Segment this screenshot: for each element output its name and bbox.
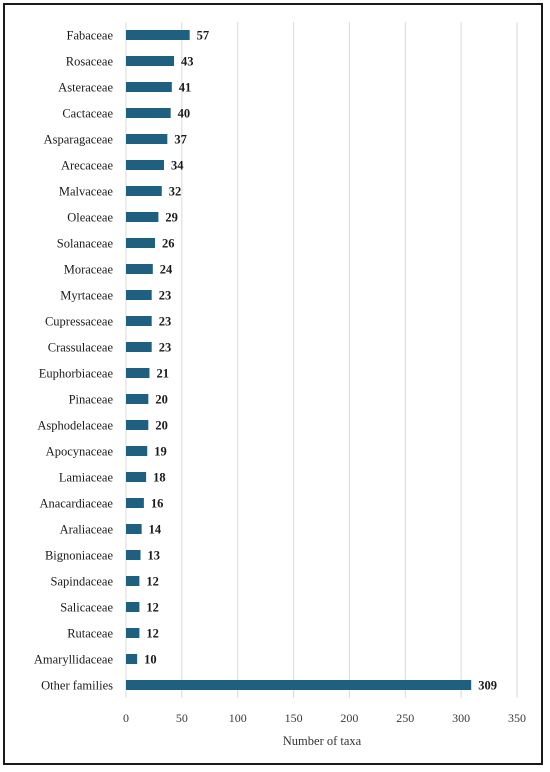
category-label: Amaryllidaceae	[34, 653, 114, 667]
value-label: 309	[478, 679, 497, 693]
x-tick-label: 350	[508, 711, 526, 725]
gridlines	[125, 22, 518, 698]
x-tick-label: 150	[285, 711, 303, 725]
category-label: Bignoniaceae	[45, 549, 113, 563]
value-label: 14	[149, 523, 162, 537]
value-label: 23	[159, 289, 172, 303]
bar	[126, 264, 153, 274]
bar	[126, 82, 172, 92]
value-label: 43	[181, 55, 194, 69]
category-label: Asparagaceae	[44, 133, 114, 147]
value-label: 19	[154, 445, 167, 459]
category-labels: Fabaceae Rosaceae Asteraceae Cactaceae Aspar…	[34, 29, 114, 693]
bar	[126, 290, 152, 300]
category-label: Apocynaceae	[46, 445, 114, 459]
bar	[126, 30, 190, 40]
value-label: 10	[144, 653, 157, 667]
bar	[126, 550, 141, 560]
value-label: 41	[179, 81, 192, 95]
category-label: Sapindaceae	[51, 575, 114, 589]
category-label: Myrtaceae	[60, 289, 113, 303]
bar	[126, 524, 142, 534]
value-label: 37	[174, 133, 187, 147]
category-label: Cupressaceae	[45, 315, 113, 329]
value-label: 13	[148, 549, 161, 563]
bar	[126, 628, 140, 638]
category-label: Other families	[41, 679, 113, 693]
value-label: 12	[146, 627, 159, 641]
category-label: Pinaceae	[69, 393, 114, 407]
chart-frame	[3, 3, 543, 765]
value-label: 24	[160, 263, 173, 277]
bar	[126, 316, 152, 326]
category-label: Cactaceae	[62, 107, 113, 121]
bar	[126, 342, 152, 352]
value-label: 23	[159, 315, 172, 329]
x-tick-labels: 0 50 100 150 200 250 300 350	[123, 711, 526, 725]
category-label: Anacardiaceae	[39, 497, 113, 511]
category-label: Rosaceae	[66, 55, 114, 69]
category-label: Malvaceae	[59, 185, 114, 199]
value-label: 34	[171, 159, 184, 173]
x-tick-label: 300	[452, 711, 470, 725]
bar	[126, 394, 149, 404]
category-label: Araliaceae	[60, 523, 114, 537]
bar	[126, 446, 148, 456]
category-label: Solanaceae	[57, 237, 114, 251]
value-label: 29	[165, 211, 178, 225]
category-label: Asphodelaceae	[37, 419, 113, 433]
bar	[126, 654, 138, 664]
bar	[126, 56, 175, 66]
x-tick-label: 0	[123, 711, 129, 725]
x-axis-title: Number of taxa	[283, 734, 362, 748]
bar	[126, 160, 164, 170]
bar	[126, 602, 140, 612]
x-tick-label: 50	[176, 711, 188, 725]
value-label: 21	[156, 367, 169, 381]
value-label: 18	[153, 471, 166, 485]
category-label: Fabaceae	[67, 29, 114, 43]
value-label: 40	[178, 107, 191, 121]
value-label: 26	[162, 237, 175, 251]
bar	[126, 680, 472, 690]
value-label: 12	[146, 575, 159, 589]
x-tick-label: 200	[340, 711, 358, 725]
value-label: 16	[151, 497, 164, 511]
bar	[126, 498, 144, 508]
bars	[126, 30, 472, 690]
bar	[126, 238, 156, 248]
bar	[126, 420, 149, 430]
category-label: Arecaceae	[61, 159, 113, 173]
bar	[126, 134, 168, 144]
bar	[126, 576, 140, 586]
value-label: 20	[155, 419, 168, 433]
value-label: 12	[146, 601, 159, 615]
value-label: 23	[159, 341, 172, 355]
category-label: Salicaceae	[60, 601, 113, 615]
category-label: Oleaceae	[67, 211, 113, 225]
bar	[126, 186, 162, 196]
category-label: Asteraceae	[58, 81, 113, 95]
bar	[126, 212, 159, 222]
category-label: Euphorbiaceae	[39, 367, 114, 381]
category-label: Lamiaceae	[59, 471, 114, 485]
value-label: 32	[169, 185, 182, 199]
value-label: 20	[155, 393, 168, 407]
x-tick-label: 100	[229, 711, 247, 725]
value-label: 57	[197, 29, 210, 43]
category-label: Rutaceae	[67, 627, 113, 641]
x-tick-label: 250	[396, 711, 414, 725]
category-label: Crassulaceae	[48, 341, 114, 355]
bar	[126, 368, 150, 378]
category-label: Moraceae	[64, 263, 114, 277]
bar	[126, 472, 147, 482]
bar	[126, 108, 171, 118]
